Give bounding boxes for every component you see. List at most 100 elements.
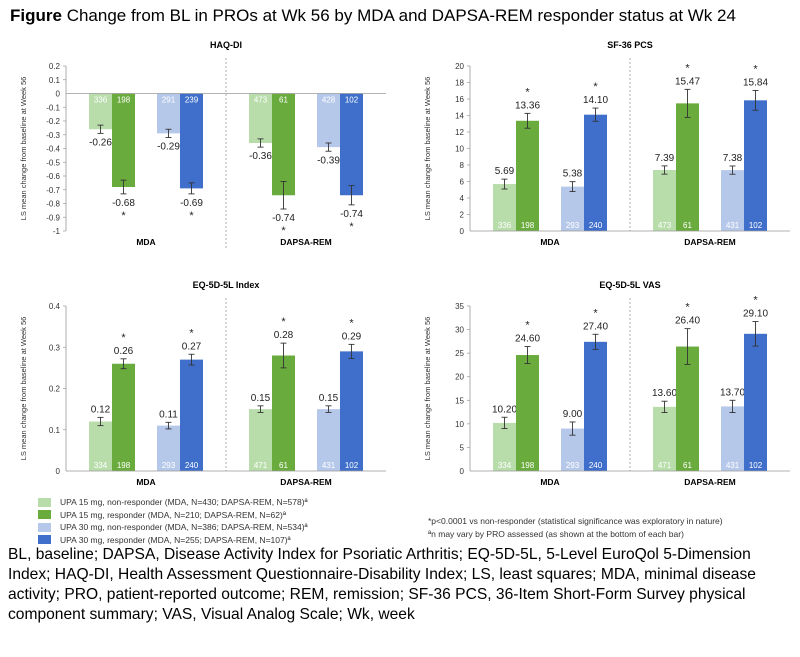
n-label: 336 xyxy=(94,96,108,105)
data-label: 0.15 xyxy=(319,393,339,404)
n-label: 61 xyxy=(683,461,692,470)
data-label: 7.38 xyxy=(723,153,743,164)
y-tick-label: 0.2 xyxy=(49,385,61,394)
category-label: MDA xyxy=(540,477,559,487)
n-label: 471 xyxy=(254,461,268,470)
eq5d5l-index-chart: EQ-5D-5L Index LS mean change from baseli… xyxy=(19,280,386,487)
bar xyxy=(89,93,112,130)
bar xyxy=(676,103,699,231)
y-tick-label: 16 xyxy=(455,95,464,104)
y-tick-label: 30 xyxy=(455,326,464,335)
bar xyxy=(744,333,767,471)
data-label: 14.10 xyxy=(583,95,608,106)
bar xyxy=(493,184,516,231)
chart-title: HAQ-DI xyxy=(210,40,242,50)
legend-swatch xyxy=(38,497,51,507)
n-label: 198 xyxy=(117,96,131,105)
n-label: 102 xyxy=(749,221,763,230)
bar xyxy=(180,359,203,471)
bar xyxy=(561,186,584,231)
n-label: 473 xyxy=(658,221,672,230)
n-label: 102 xyxy=(749,461,763,470)
n-label: 61 xyxy=(279,96,288,105)
y-tick-label: 35 xyxy=(455,302,464,311)
bar xyxy=(584,114,607,231)
chart-title: SF-36 PCS xyxy=(607,40,653,50)
data-label: 0.29 xyxy=(342,331,362,342)
n-label: 428 xyxy=(322,96,336,105)
data-label: 5.38 xyxy=(563,169,583,180)
significance-marker: * xyxy=(281,225,286,237)
significance-marker: * xyxy=(121,332,126,344)
legend-item: UPA 15 mg, non-responder (MDA, N=430; DA… xyxy=(38,496,398,509)
data-label: -0.74 xyxy=(340,209,363,220)
bar xyxy=(272,93,295,196)
data-label: 9.00 xyxy=(563,409,583,420)
data-label: 0.27 xyxy=(182,341,202,352)
bar xyxy=(516,355,539,471)
y-tick-label: 0.3 xyxy=(49,343,61,352)
bar xyxy=(584,341,607,471)
data-label: 13.60 xyxy=(652,388,677,399)
bar xyxy=(249,93,272,143)
legend-item: UPA 30 mg, responder (MDA, N=255; DAPSA-… xyxy=(38,534,398,547)
n-label: 334 xyxy=(94,461,108,470)
category-label: MDA xyxy=(136,477,155,487)
n-label: 61 xyxy=(683,221,692,230)
legend-swatch xyxy=(38,522,51,532)
data-label: -0.68 xyxy=(112,198,135,209)
data-label: 15.47 xyxy=(675,76,700,87)
legend: UPA 15 mg, non-responder (MDA, N=430; DA… xyxy=(38,496,398,546)
category-label: DAPSA-REM xyxy=(280,477,331,487)
n-label: 473 xyxy=(254,96,268,105)
legend-swatch xyxy=(38,535,51,545)
bar xyxy=(493,422,516,471)
bar xyxy=(112,363,135,471)
bar xyxy=(89,421,112,471)
figure-title: Figure Change from BL in PROs at Wk 56 b… xyxy=(10,6,736,26)
y-tick-label: 0.1 xyxy=(49,426,61,435)
bar xyxy=(112,93,135,187)
y-tick-label: 20 xyxy=(455,62,464,71)
n-label: 431 xyxy=(322,461,336,470)
significance-marker: * xyxy=(189,210,194,222)
category-label: DAPSA-REM xyxy=(684,477,735,487)
n-label: 293 xyxy=(162,461,176,470)
significance-marker: * xyxy=(189,327,194,339)
n-label: 291 xyxy=(162,96,176,105)
data-label: -0.69 xyxy=(180,198,203,209)
legend-label: UPA 15 mg, responder (MDA, N=210; DAPSA-… xyxy=(60,509,286,520)
y-tick-label: 0 xyxy=(460,467,465,476)
bar xyxy=(317,93,340,148)
y-tick-label: 0.1 xyxy=(49,76,61,85)
category-label: MDA xyxy=(540,237,559,247)
category-label: DAPSA-REM xyxy=(684,237,735,247)
data-label: -0.36 xyxy=(249,151,272,162)
n-label: 240 xyxy=(185,461,199,470)
bar xyxy=(721,406,744,471)
bar xyxy=(676,346,699,471)
y-axis-label: LS mean change from baseline at Week 56 xyxy=(19,317,28,461)
figure-title-text: Change from BL in PROs at Wk 56 by MDA a… xyxy=(66,6,736,25)
data-label: 0.15 xyxy=(251,393,271,404)
y-tick-label: -0.9 xyxy=(46,213,60,222)
y-tick-label: -0.7 xyxy=(46,186,60,195)
data-label: -0.39 xyxy=(317,155,340,166)
chart-title: EQ-5D-5L Index xyxy=(193,280,260,290)
bar xyxy=(340,93,363,196)
y-tick-label: 4 xyxy=(460,194,465,203)
n-label: 471 xyxy=(658,461,672,470)
significance-marker: * xyxy=(349,317,354,329)
data-label: -0.26 xyxy=(89,137,112,148)
y-tick-label: -0.2 xyxy=(46,117,60,126)
bar xyxy=(561,428,584,471)
footnotes: *p<0.0001 vs non-responder (statistical … xyxy=(428,515,788,541)
legend-item: UPA 15 mg, responder (MDA, N=210; DAPSA-… xyxy=(38,509,398,522)
category-label: DAPSA-REM xyxy=(280,237,331,247)
y-tick-label: -0.5 xyxy=(46,158,60,167)
significance-marker: * xyxy=(349,221,354,233)
n-label: 102 xyxy=(345,96,359,105)
n-label: 431 xyxy=(726,221,740,230)
data-label: 13.36 xyxy=(515,100,540,111)
n-label: 198 xyxy=(521,221,535,230)
